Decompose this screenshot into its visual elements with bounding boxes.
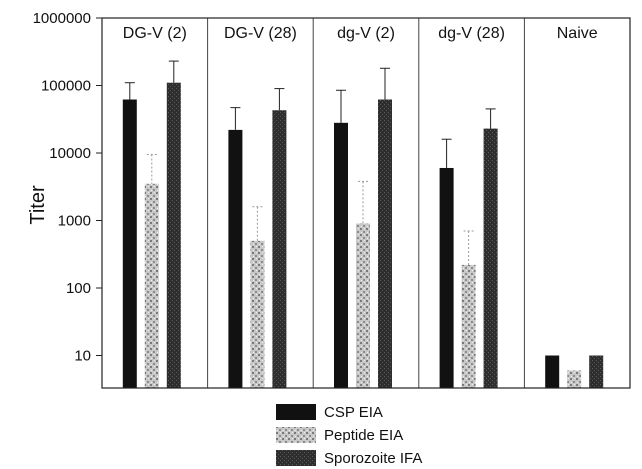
bar-sporozoite-ifa-naive: [589, 355, 604, 388]
bars: [122, 82, 604, 389]
panel-label-dg-v-2: dg-V (2): [337, 25, 395, 42]
legend-swatch-csp-eia: [276, 404, 316, 420]
bar-csp-eia-dg-v-2: [334, 122, 348, 388]
legend-label-peptide-eia: Peptide EIA: [324, 427, 403, 444]
bar-csp-eia-naive: [545, 355, 560, 388]
panel-label-dg-v-28: dg-V (28): [438, 25, 505, 42]
error-bars: [124, 60, 496, 265]
bar-peptide-eia-naive: [567, 370, 582, 388]
legend-swatch-sporozoite-ifa: [276, 450, 316, 466]
bar-sporozoite-ifa-dg-v-28: [483, 128, 498, 388]
y-tick-label-10: 10: [74, 348, 91, 365]
bar-sporozoite-ifa-dg-v-28: [272, 110, 287, 389]
y-tick-label-100000: 100000: [41, 78, 91, 95]
y-tick-label-10000: 10000: [49, 145, 91, 162]
panel-label-dg-v-2: DG-V (2): [123, 25, 187, 42]
y-tick-label-1000: 1000: [58, 213, 91, 230]
legend-label-sporozoite-ifa: Sporozoite IFA: [324, 450, 422, 467]
bar-csp-eia-dg-v-28: [439, 167, 454, 388]
y-tick-label-1000000: 1000000: [33, 10, 91, 27]
y-axis-title: Titer: [27, 185, 49, 225]
y-axis: 10 100 1000 10000 100000 1000000: [33, 10, 102, 365]
bar-peptide-eia-dg-v-2: [356, 223, 370, 388]
panel-label-dg-v-28: DG-V (28): [224, 25, 297, 42]
legend-label-csp-eia: CSP EIA: [324, 404, 383, 421]
bar-sporozoite-ifa-dg-v-2: [166, 82, 181, 388]
bar-peptide-eia-dg-v-28: [461, 264, 476, 388]
bar-peptide-eia-dg-v-2: [144, 183, 159, 388]
bar-csp-eia-dg-v-28: [228, 129, 243, 388]
legend: CSP EIA Peptide EIA Sporozoite IFA: [276, 404, 422, 467]
legend-swatch-peptide-eia: [276, 427, 316, 443]
panel-label-naive: Naive: [557, 25, 598, 42]
panels: DG-V (2) DG-V (28) dg-V (2) dg-V (28) Naive: [123, 18, 598, 388]
y-tick-label-100: 100: [66, 280, 91, 297]
bar-csp-eia-dg-v-2: [122, 99, 137, 389]
bar-sporozoite-ifa-dg-v-2: [378, 99, 392, 389]
plot-frame: [101, 17, 631, 389]
bar-peptide-eia-dg-v-28: [250, 240, 265, 388]
